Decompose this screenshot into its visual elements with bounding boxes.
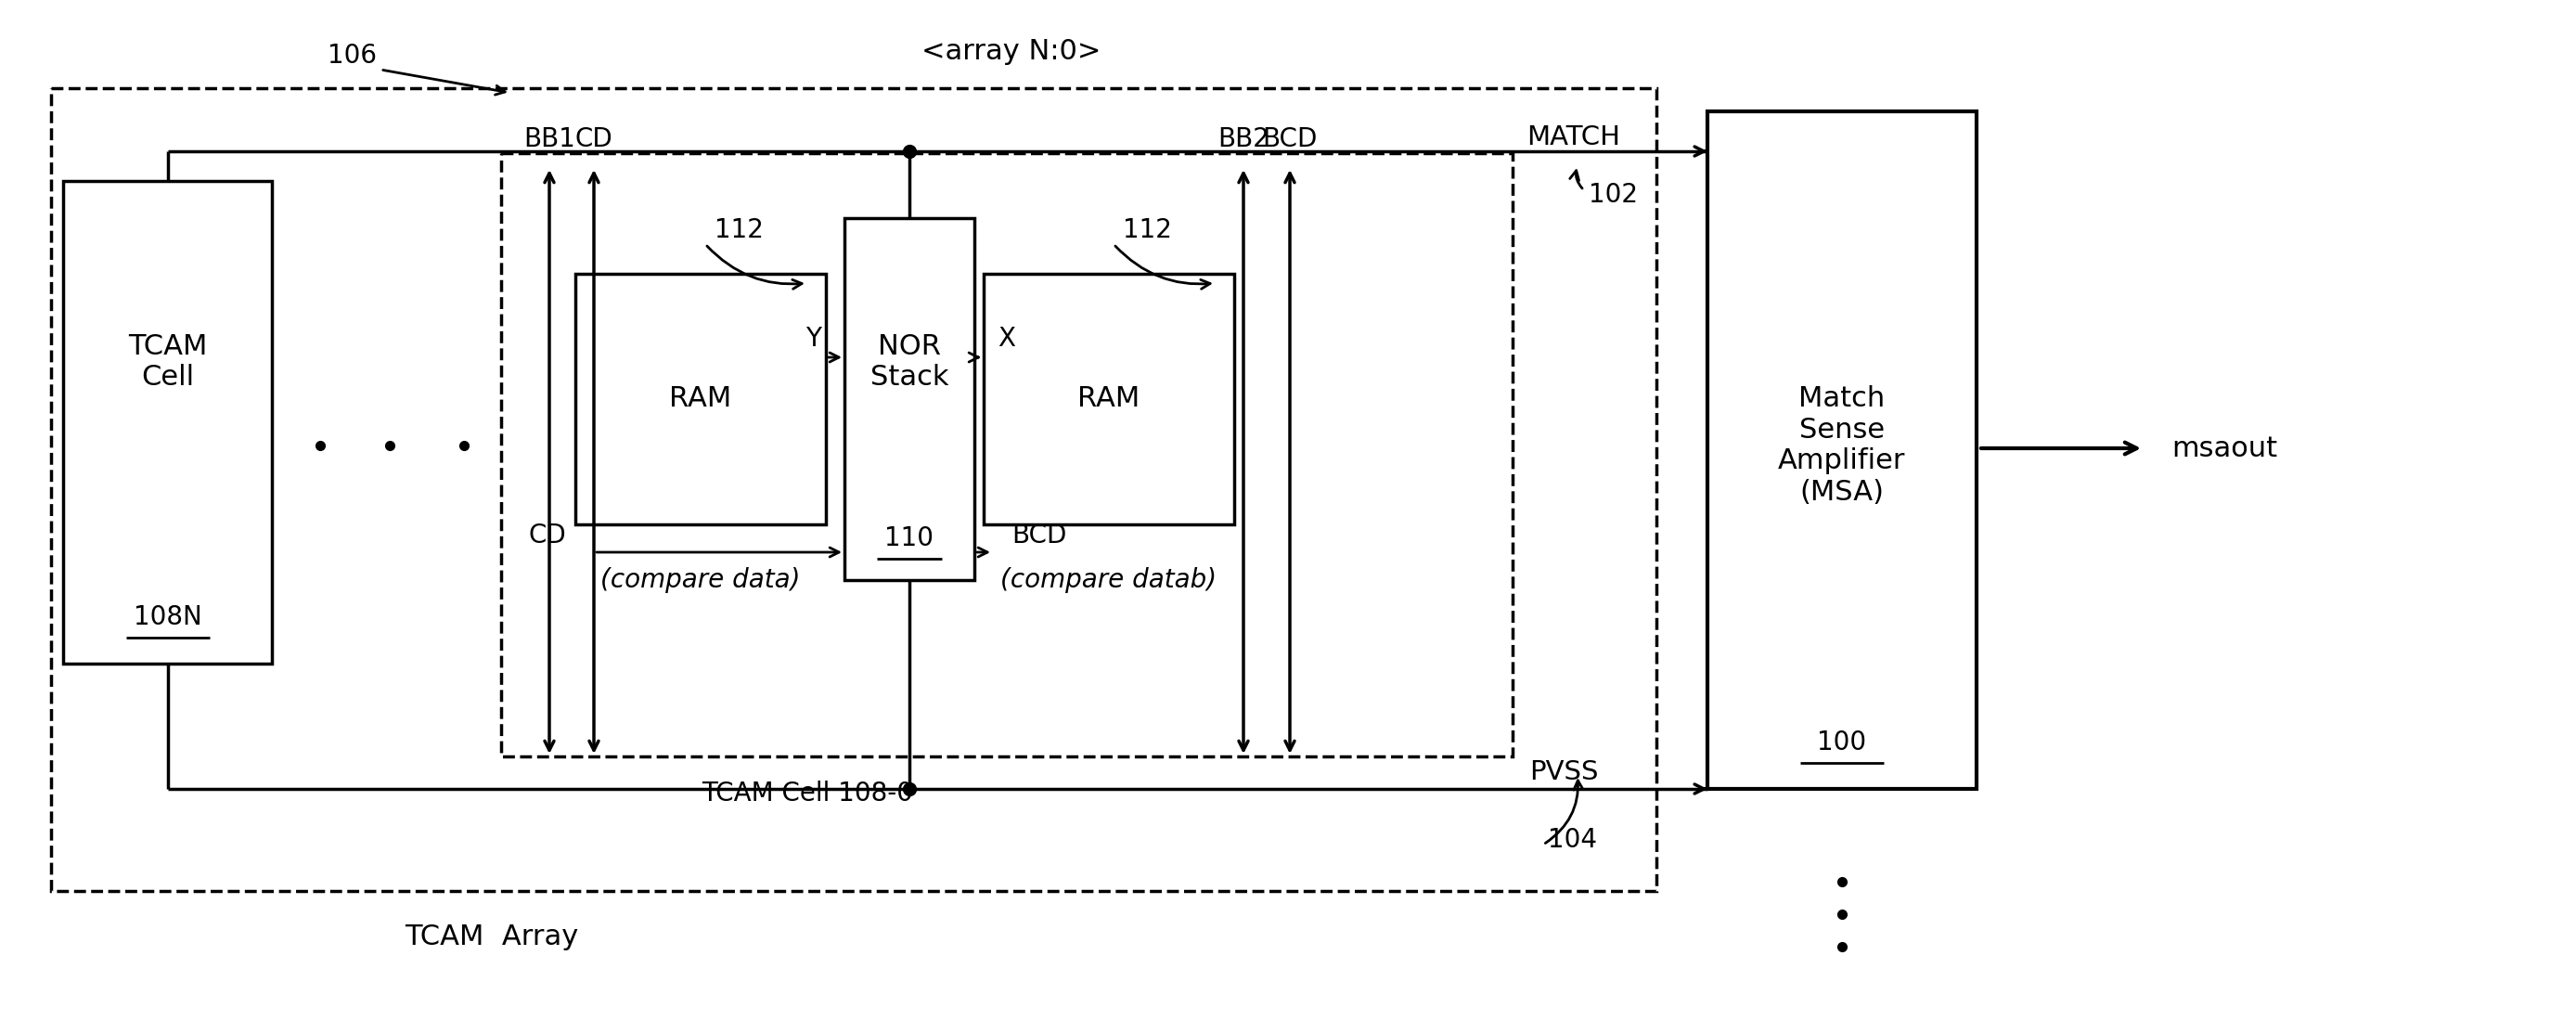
- Bar: [52, 88, 1656, 891]
- Text: TCAM
Cell: TCAM Cell: [129, 333, 209, 391]
- Text: BB1: BB1: [523, 126, 574, 152]
- Text: 112: 112: [714, 217, 762, 243]
- Text: NOR
Stack: NOR Stack: [871, 333, 948, 391]
- Text: 112: 112: [1123, 217, 1172, 243]
- Text: 100: 100: [1816, 729, 1868, 756]
- Text: 104: 104: [1548, 827, 1597, 853]
- Text: MATCH: MATCH: [1528, 124, 1620, 150]
- Text: (compare data): (compare data): [600, 567, 801, 593]
- Text: Match
Sense
Amplifier
(MSA): Match Sense Amplifier (MSA): [1777, 386, 1906, 506]
- Text: Y: Y: [806, 325, 822, 352]
- Bar: [984, 273, 1234, 524]
- Text: 110: 110: [884, 525, 935, 551]
- Bar: [502, 153, 1512, 757]
- Text: PVSS: PVSS: [1530, 759, 1597, 785]
- Text: X: X: [997, 325, 1015, 352]
- Bar: [62, 181, 273, 664]
- Text: CD: CD: [574, 126, 613, 152]
- Text: TCAM Cell 108-0: TCAM Cell 108-0: [701, 780, 912, 807]
- Text: RAM: RAM: [670, 386, 732, 412]
- Text: 106: 106: [327, 43, 376, 68]
- Text: (compare datab): (compare datab): [999, 567, 1216, 593]
- Text: CD: CD: [528, 522, 567, 549]
- Text: msaout: msaout: [2172, 435, 2277, 462]
- Text: <array N:0>: <array N:0>: [922, 38, 1100, 64]
- Bar: [574, 273, 827, 524]
- Bar: [1708, 111, 1976, 788]
- Text: TCAM  Array: TCAM Array: [404, 924, 580, 951]
- Text: RAM: RAM: [1077, 386, 1141, 412]
- Text: BCD: BCD: [1012, 522, 1066, 549]
- Text: 108N: 108N: [134, 604, 201, 630]
- Text: BCD: BCD: [1262, 126, 1316, 152]
- Text: 102: 102: [1589, 182, 1638, 208]
- Bar: [845, 218, 974, 580]
- Text: BB2: BB2: [1218, 126, 1270, 152]
